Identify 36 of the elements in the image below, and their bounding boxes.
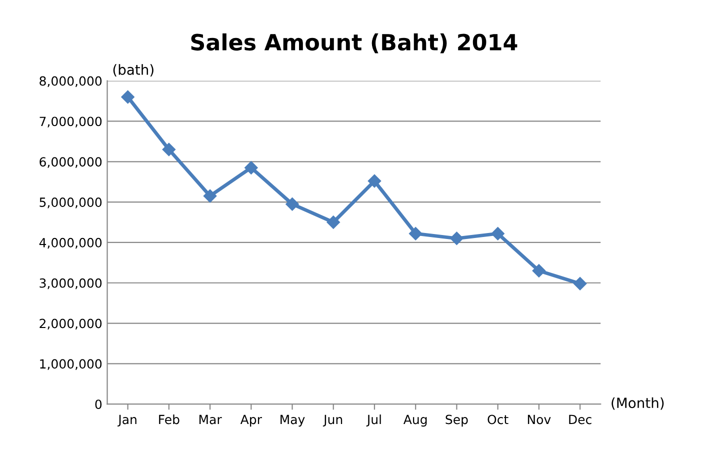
point (491, 226, 504, 240)
point (121, 90, 134, 104)
x-axis-title: (Month) (612, 397, 664, 410)
x-tick-label: Jun (322, 414, 342, 427)
x-tick-label: Oct (488, 414, 508, 424)
x-tick-label: Jan (118, 414, 136, 427)
point (244, 161, 258, 174)
x-tick-label: Sep (446, 414, 468, 427)
x-tick-label: Mar (199, 414, 222, 424)
y-tick-label: 8,000,000 (40, 76, 102, 88)
point (532, 264, 546, 278)
x-tick-label: Aug (403, 414, 427, 427)
y-tick-label: 3,000,000 (40, 278, 102, 290)
y-tick-label: 2,000,000 (40, 318, 102, 330)
x-tick-label: May (280, 414, 305, 427)
x-tick-label: Apr (240, 414, 262, 427)
x-tick-label: Dec (569, 414, 592, 424)
y-tick-label: 7,000,000 (40, 116, 102, 128)
y-tick-label: 1,000,000 (40, 359, 102, 370)
y-tick-label: 5,000,000 (40, 198, 102, 208)
chart-title: Sales Amount (Baht) 2014 (191, 33, 518, 54)
y-tick-label: 4,000,000 (39, 238, 102, 249)
x-tick-label: Feb (159, 414, 180, 424)
point (409, 226, 422, 240)
y-tick-label: 0 (95, 400, 102, 410)
point (286, 197, 299, 211)
point (368, 174, 382, 188)
x-tick-label: Jul (366, 414, 381, 427)
point (326, 216, 340, 229)
point (573, 277, 587, 290)
point (203, 189, 217, 203)
x-tick-label: Nov (528, 414, 551, 424)
point (450, 232, 464, 246)
point (162, 142, 176, 156)
y-axis-title: (bath) (113, 64, 154, 77)
y-tick-label: 6,000,000 (40, 157, 102, 168)
